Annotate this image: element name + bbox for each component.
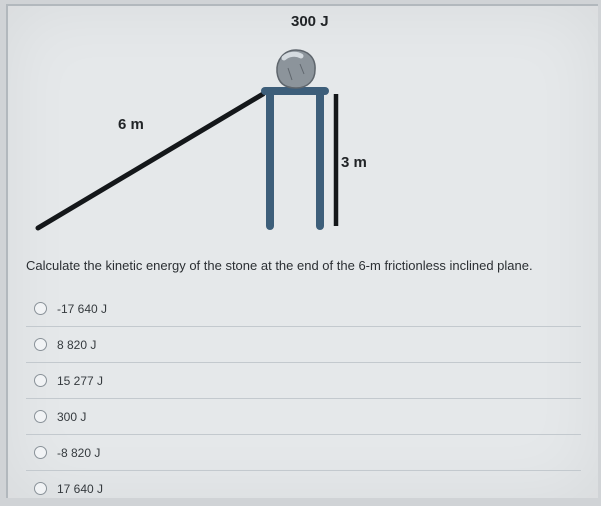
radio-icon[interactable] (34, 482, 47, 495)
option-row[interactable]: -8 820 J (26, 435, 581, 471)
option-label: 8 820 J (57, 338, 96, 352)
option-row[interactable]: -17 640 J (26, 291, 581, 327)
option-row[interactable]: 8 820 J (26, 327, 581, 363)
option-label: 300 J (57, 410, 86, 424)
label-incline-length: 6 m (118, 116, 144, 133)
stone-icon (277, 50, 315, 88)
label-force: 300 J (291, 13, 329, 30)
radio-icon[interactable] (34, 302, 47, 315)
label-height: 3 m (341, 154, 367, 171)
option-label: 15 277 J (57, 374, 103, 388)
question-text: Calculate the kinetic energy of the ston… (26, 258, 533, 273)
option-label: -8 820 J (57, 446, 100, 460)
physics-diagram: 300 J 6 m 3 m (8, 6, 598, 251)
radio-icon[interactable] (34, 374, 47, 387)
radio-icon[interactable] (34, 446, 47, 459)
option-label: -17 640 J (57, 302, 107, 316)
inclined-plane-line (38, 94, 263, 228)
option-row[interactable]: 300 J (26, 399, 581, 435)
option-row[interactable]: 15 277 J (26, 363, 581, 399)
question-sheet: 300 J 6 m 3 m Calculate the kinetic ener… (6, 4, 598, 498)
option-label: 17 640 J (57, 482, 103, 496)
radio-icon[interactable] (34, 410, 47, 423)
radio-icon[interactable] (34, 338, 47, 351)
answer-options: -17 640 J 8 820 J 15 277 J 300 J -8 820 … (26, 291, 581, 506)
diagram-svg (8, 6, 598, 251)
